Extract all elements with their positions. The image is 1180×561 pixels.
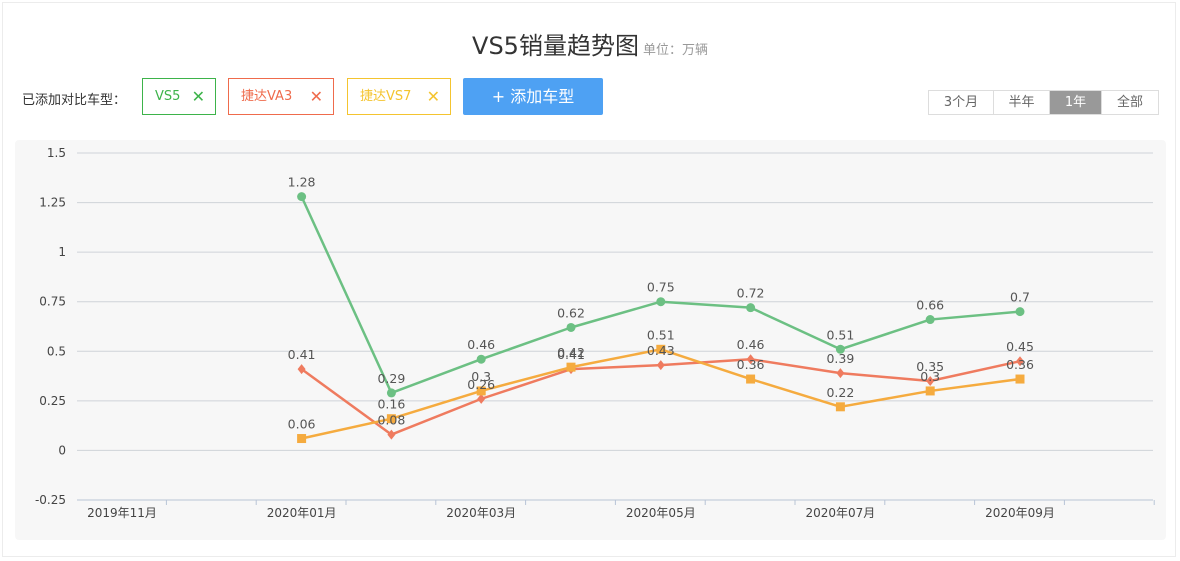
close-icon[interactable]: ✕ (309, 87, 323, 106)
data-label: 0.46 (467, 337, 495, 352)
data-point (297, 364, 306, 375)
chart-title: VS5销量趋势图 (472, 32, 639, 60)
data-label: 0.42 (557, 345, 585, 360)
data-point (656, 344, 666, 354)
y-tick-label: 1 (58, 245, 66, 259)
data-point (476, 354, 486, 364)
data-point (746, 303, 756, 313)
data-label: 0.7 (1010, 290, 1030, 305)
data-label: 0.16 (377, 397, 405, 412)
data-label: 0.66 (916, 298, 944, 313)
compare-tag-label: 捷达VA3 (241, 89, 293, 104)
data-label: 0.45 (1006, 339, 1034, 354)
data-label: 0.26 (467, 377, 495, 392)
series-line (300, 357, 1021, 436)
data-label: 0.41 (557, 347, 585, 362)
x-tick-label: 2020年03月 (446, 506, 516, 520)
y-tick-label: -0.25 (35, 493, 66, 507)
y-tick-label: 0.25 (39, 394, 66, 408)
data-point (835, 402, 845, 412)
data-label: 0.3 (920, 369, 940, 384)
range-option-selected[interactable]: 1年 (1050, 91, 1102, 114)
data-label: 0.46 (737, 337, 765, 352)
x-tick-label: 2020年05月 (626, 506, 696, 520)
data-label: 0.51 (826, 327, 854, 342)
data-label: 0.35 (916, 359, 944, 374)
data-label: 0.06 (288, 417, 316, 432)
data-point (925, 386, 935, 396)
data-point (835, 344, 845, 354)
compare-tag-label: VS5 (155, 89, 181, 104)
data-label: 0.43 (647, 343, 675, 358)
unit-label: 单位：万辆 (642, 43, 708, 58)
data-point (297, 434, 307, 444)
chart-header: VS5销量趋势图 单位：万辆 (0, 26, 1180, 61)
data-point (836, 368, 845, 379)
range-option[interactable]: 半年 (994, 91, 1050, 114)
compare-tag-va3[interactable]: 捷达VA3 ✕ (228, 78, 334, 115)
data-label: 0.51 (647, 327, 675, 342)
x-tick-label: 2020年07月 (805, 506, 875, 520)
close-icon[interactable]: ✕ (426, 87, 440, 106)
data-point (386, 414, 396, 424)
data-point (476, 386, 486, 396)
compare-tag-label: 捷达VS7 (360, 89, 412, 104)
data-label: 0.3 (471, 369, 491, 384)
data-point (746, 354, 755, 365)
data-point (566, 362, 576, 372)
compare-tag-vs7[interactable]: 捷达VS7 ✕ (347, 78, 451, 115)
data-label: 0.29 (377, 371, 405, 386)
y-tick-label: 1.25 (39, 196, 66, 210)
data-label: 0.36 (737, 357, 765, 372)
data-label: 0.62 (557, 305, 585, 320)
data-point (1015, 307, 1025, 317)
add-model-button[interactable]: + 添加车型 (463, 78, 603, 115)
compare-label: 已添加对比车型： (22, 93, 127, 108)
data-label: 0.39 (826, 351, 854, 366)
x-tick-label: 2020年01月 (267, 506, 337, 520)
data-point (477, 393, 486, 404)
compare-tag-vs5[interactable]: VS5 ✕ (142, 78, 216, 115)
data-label: 1.28 (288, 175, 316, 190)
y-tick-label: 0.75 (39, 295, 66, 309)
data-point (656, 297, 666, 307)
data-point (386, 388, 396, 398)
y-tick-label: 1.5 (47, 146, 66, 160)
data-label: 0.75 (647, 280, 675, 295)
range-option[interactable]: 全部 (1116, 95, 1143, 110)
data-point (297, 192, 307, 202)
data-label: 0.72 (737, 286, 765, 301)
data-point (387, 429, 396, 440)
data-label: 0.08 (377, 413, 405, 428)
data-point (1015, 374, 1025, 384)
plot-area-background (15, 140, 1166, 540)
data-point (656, 360, 665, 371)
data-point (1016, 356, 1024, 367)
data-label: 0.36 (1006, 357, 1034, 372)
y-tick-label: 0.5 (47, 344, 66, 358)
x-tick-label: 2020年09月 (985, 506, 1055, 520)
data-point (566, 322, 576, 332)
time-range-selector: 3个月 半年 1年 全部 (928, 90, 1159, 115)
data-label: 0.22 (826, 385, 854, 400)
range-option[interactable]: 3个月 (929, 91, 994, 114)
data-point (746, 374, 756, 384)
y-tick-label: 0 (58, 443, 66, 457)
x-tick-label: 2019年11月 (87, 506, 157, 520)
close-icon[interactable]: ✕ (191, 87, 205, 106)
data-point (925, 315, 935, 325)
data-point (926, 376, 935, 387)
data-label: 0.41 (288, 347, 316, 362)
